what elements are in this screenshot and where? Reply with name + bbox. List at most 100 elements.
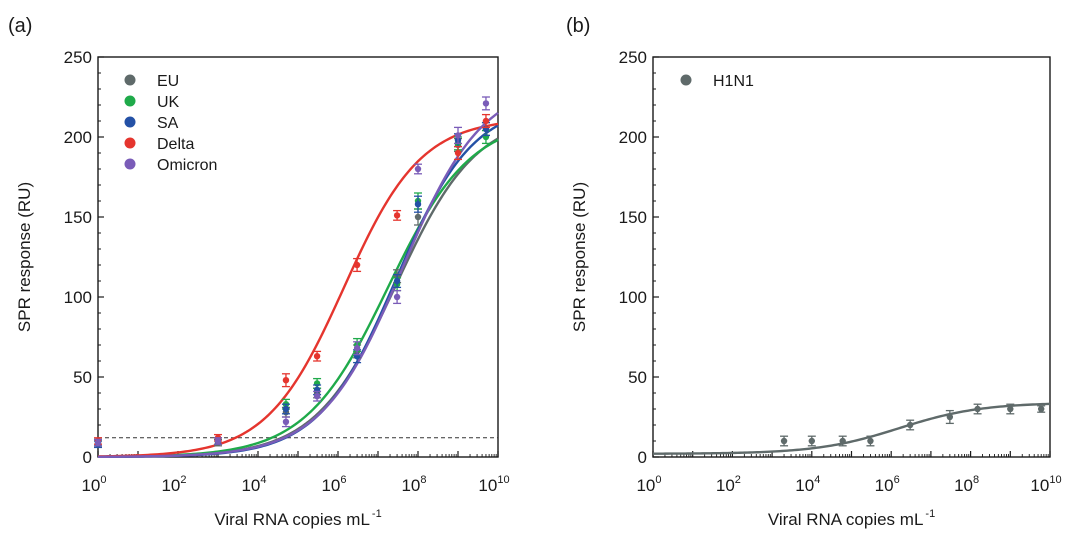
x-tick-base: 10 — [401, 476, 420, 495]
data-point-h1n1 — [1007, 405, 1014, 413]
x-tick-label: 108 — [954, 474, 979, 495]
y-tick-label: 250 — [64, 48, 92, 67]
x-tick-base: 10 — [716, 476, 735, 495]
data-point-omicron — [454, 132, 462, 139]
data-point-omicron — [393, 293, 401, 301]
x-tick-exponent: 2 — [180, 474, 186, 486]
data-point-h1n1 — [808, 437, 815, 445]
x-tick-base: 10 — [954, 476, 973, 495]
x-tick-label: 1010 — [478, 474, 509, 495]
fit-curve-h1n1 — [652, 402, 1051, 455]
data-point-delta — [393, 212, 401, 219]
fit-curve-eu — [97, 137, 499, 458]
x-tick-exponent: 8 — [420, 474, 426, 486]
data-point-omicron — [214, 437, 222, 445]
data-point-omicron — [482, 100, 490, 107]
fit-curve-delta — [97, 122, 499, 458]
panel-label: (b) — [566, 15, 590, 37]
legend-label-delta: Delta — [157, 136, 194, 153]
x-tick-label: 106 — [321, 474, 346, 495]
x-tick-label: 102 — [716, 474, 741, 495]
data-point-omicron — [94, 439, 102, 446]
data-point-h1n1 — [780, 437, 788, 445]
x-tick-base: 10 — [636, 476, 655, 495]
legend-marker-omicron — [124, 158, 136, 170]
data-point-h1n1 — [974, 405, 981, 413]
data-point-h1n1 — [906, 421, 914, 429]
data-point-sa — [282, 405, 290, 413]
legend-marker-sa — [124, 116, 136, 128]
x-axis-title-text: Viral RNA copies mL — [768, 510, 924, 529]
x-tick-exponent: 10 — [1049, 474, 1061, 486]
x-tick-base: 10 — [1030, 476, 1049, 495]
data-point-eu — [414, 213, 422, 221]
x-tick-base: 10 — [478, 476, 497, 495]
x-tick-exponent: 2 — [735, 474, 741, 486]
x-tick-exponent: 0 — [655, 474, 661, 486]
x-tick-label: 106 — [875, 474, 900, 495]
x-tick-label: 104 — [241, 474, 266, 495]
y-tick-label: 150 — [619, 208, 647, 227]
data-point-h1n1 — [839, 437, 846, 445]
x-tick-exponent: 0 — [100, 474, 106, 486]
data-point-h1n1 — [1037, 405, 1045, 413]
x-axis-title-text: Viral RNA copies mL — [214, 510, 370, 529]
legend-marker-eu — [124, 74, 136, 86]
x-tick-exponent: 4 — [814, 474, 820, 486]
y-axis-title: SPR response (RU) — [15, 182, 34, 332]
data-point-sa — [414, 201, 422, 208]
legend-marker-h1n1 — [680, 74, 692, 86]
x-tick-label: 100 — [81, 474, 106, 495]
x-tick-base: 10 — [321, 476, 340, 495]
data-point-sa — [393, 277, 401, 285]
data-point-omicron — [353, 345, 361, 352]
data-point-omicron — [414, 165, 422, 173]
y-tick-label: 50 — [628, 368, 647, 387]
fit-curve-omicron — [97, 111, 499, 458]
x-tick-label: 102 — [161, 474, 186, 495]
legend-label-sa: SA — [157, 115, 179, 132]
y-tick-label: 100 — [64, 288, 92, 307]
fit-curve-sa — [97, 124, 499, 459]
legend-label-uk: UK — [157, 94, 180, 111]
y-tick-label: 0 — [638, 448, 647, 467]
legend-marker-delta — [124, 137, 136, 149]
y-tick-label: 200 — [64, 128, 92, 147]
x-axis-title: Viral RNA copies mL -1 — [768, 508, 935, 529]
x-tick-exponent: 4 — [260, 474, 266, 486]
x-tick-base: 10 — [161, 476, 180, 495]
x-tick-exponent: 10 — [497, 474, 509, 486]
x-tick-base: 10 — [241, 476, 260, 495]
data-point-omicron — [313, 393, 321, 400]
data-point-omicron — [282, 418, 290, 425]
data-point-delta — [353, 261, 361, 269]
x-tick-base: 10 — [81, 476, 100, 495]
x-tick-label: 104 — [795, 474, 820, 495]
y-tick-label: 100 — [619, 288, 647, 307]
x-tick-base: 10 — [795, 476, 814, 495]
x-axis-title-exponent: -1 — [372, 508, 382, 520]
y-tick-label: 50 — [73, 368, 92, 387]
y-tick-label: 200 — [619, 128, 647, 147]
legend-marker-uk — [124, 95, 136, 107]
fit-curve-uk — [97, 138, 499, 458]
data-point-delta — [454, 149, 462, 157]
x-axis-title-exponent: -1 — [925, 508, 935, 520]
y-tick-label: 0 — [83, 448, 92, 467]
x-tick-label: 108 — [401, 474, 426, 495]
legend-label-eu: EU — [157, 73, 179, 90]
x-tick-base: 10 — [875, 476, 894, 495]
plot-frame — [652, 56, 1051, 458]
x-tick-label: 1010 — [1030, 474, 1061, 495]
x-axis-title: Viral RNA copies mL -1 — [214, 508, 381, 529]
data-point-delta — [313, 353, 321, 360]
x-tick-label: 100 — [636, 474, 661, 495]
data-point-h1n1 — [946, 413, 954, 421]
x-tick-exponent: 6 — [894, 474, 900, 486]
data-point-delta — [482, 117, 490, 125]
data-point-delta — [282, 377, 290, 384]
legend-label-omicron: Omicron — [157, 157, 217, 174]
y-tick-label: 150 — [64, 208, 92, 227]
